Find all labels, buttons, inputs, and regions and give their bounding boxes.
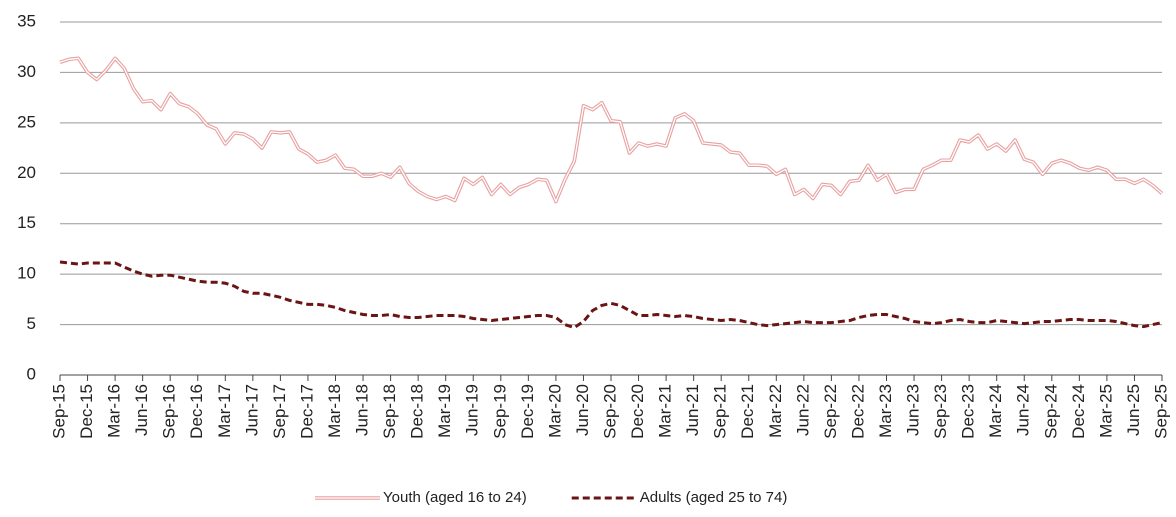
x-tick-label: Jun-18 [353, 384, 372, 436]
x-tick-label: Jun-23 [904, 384, 923, 436]
x-tick-label: Jun-17 [242, 384, 261, 436]
x-tick-label: Dec-16 [187, 384, 206, 439]
line-outer [59, 56, 1164, 204]
x-tick-label: Dec-23 [959, 384, 978, 439]
x-tick-label: Dec-21 [738, 384, 757, 439]
y-tick-label: 15 [17, 213, 36, 232]
x-tick-label: Dec-18 [408, 384, 427, 439]
x-tick-label: Mar-24 [986, 384, 1005, 438]
x-tick-label: Sep-22 [821, 384, 840, 439]
y-tick-label: 25 [17, 112, 36, 131]
x-tick-label: Dec-20 [628, 384, 647, 439]
x-tick-label: Mar-25 [1096, 384, 1115, 438]
x-tick-label: Mar-23 [876, 384, 895, 438]
x-tick-label: Jun-25 [1124, 384, 1143, 436]
x-tick-label: Jun-16 [132, 384, 151, 436]
legend-label: Youth (aged 16 to 24) [383, 489, 527, 506]
x-tick-label: Mar-17 [215, 384, 234, 438]
x-tick-label: Jun-24 [1014, 384, 1033, 436]
legend-label: Adults (aged 25 to 74) [640, 489, 788, 506]
x-tick-label: Sep-15 [49, 384, 68, 439]
y-tick-label: 20 [17, 163, 36, 182]
x-tick-label: Mar-18 [325, 384, 344, 438]
x-tick-label: Sep-25 [1151, 384, 1170, 439]
x-tick-label: Jun-20 [573, 384, 592, 436]
y-tick-label: 5 [27, 314, 36, 333]
line-inner [59, 57, 1163, 203]
x-tick-label: Dec-24 [1069, 384, 1088, 439]
y-tick-label: 30 [17, 62, 36, 81]
x-tick-label: Mar-20 [545, 384, 564, 438]
x-tick-label: Jun-22 [793, 384, 812, 436]
x-tick-label: Sep-17 [270, 384, 289, 439]
x-tick-label: Sep-20 [600, 384, 619, 439]
line [59, 260, 1163, 330]
x-tick-label: Mar-16 [105, 384, 124, 438]
x-tick-label: Jun-21 [683, 384, 702, 436]
x-tick-label: Dec-15 [77, 384, 96, 439]
x-tick-label: Mar-21 [656, 384, 675, 438]
x-tick-label: Sep-18 [380, 384, 399, 439]
y-tick-label: 0 [27, 364, 36, 383]
x-tick-label: Mar-22 [766, 384, 785, 438]
y-tick-label: 35 [17, 11, 36, 30]
x-tick-label: Sep-24 [1041, 384, 1060, 439]
x-tick-label: Sep-16 [160, 384, 179, 439]
x-tick-label: Dec-19 [518, 384, 537, 439]
x-tick-label: Dec-17 [297, 384, 316, 439]
x-tick-label: Jun-19 [463, 384, 482, 436]
y-tick-label: 10 [17, 264, 36, 283]
x-tick-label: Sep-23 [931, 384, 950, 439]
x-tick-label: Sep-21 [711, 384, 730, 439]
x-tick-label: Dec-22 [848, 384, 867, 439]
x-tick-label: Mar-19 [435, 384, 454, 438]
x-tick-label: Sep-19 [490, 384, 509, 439]
